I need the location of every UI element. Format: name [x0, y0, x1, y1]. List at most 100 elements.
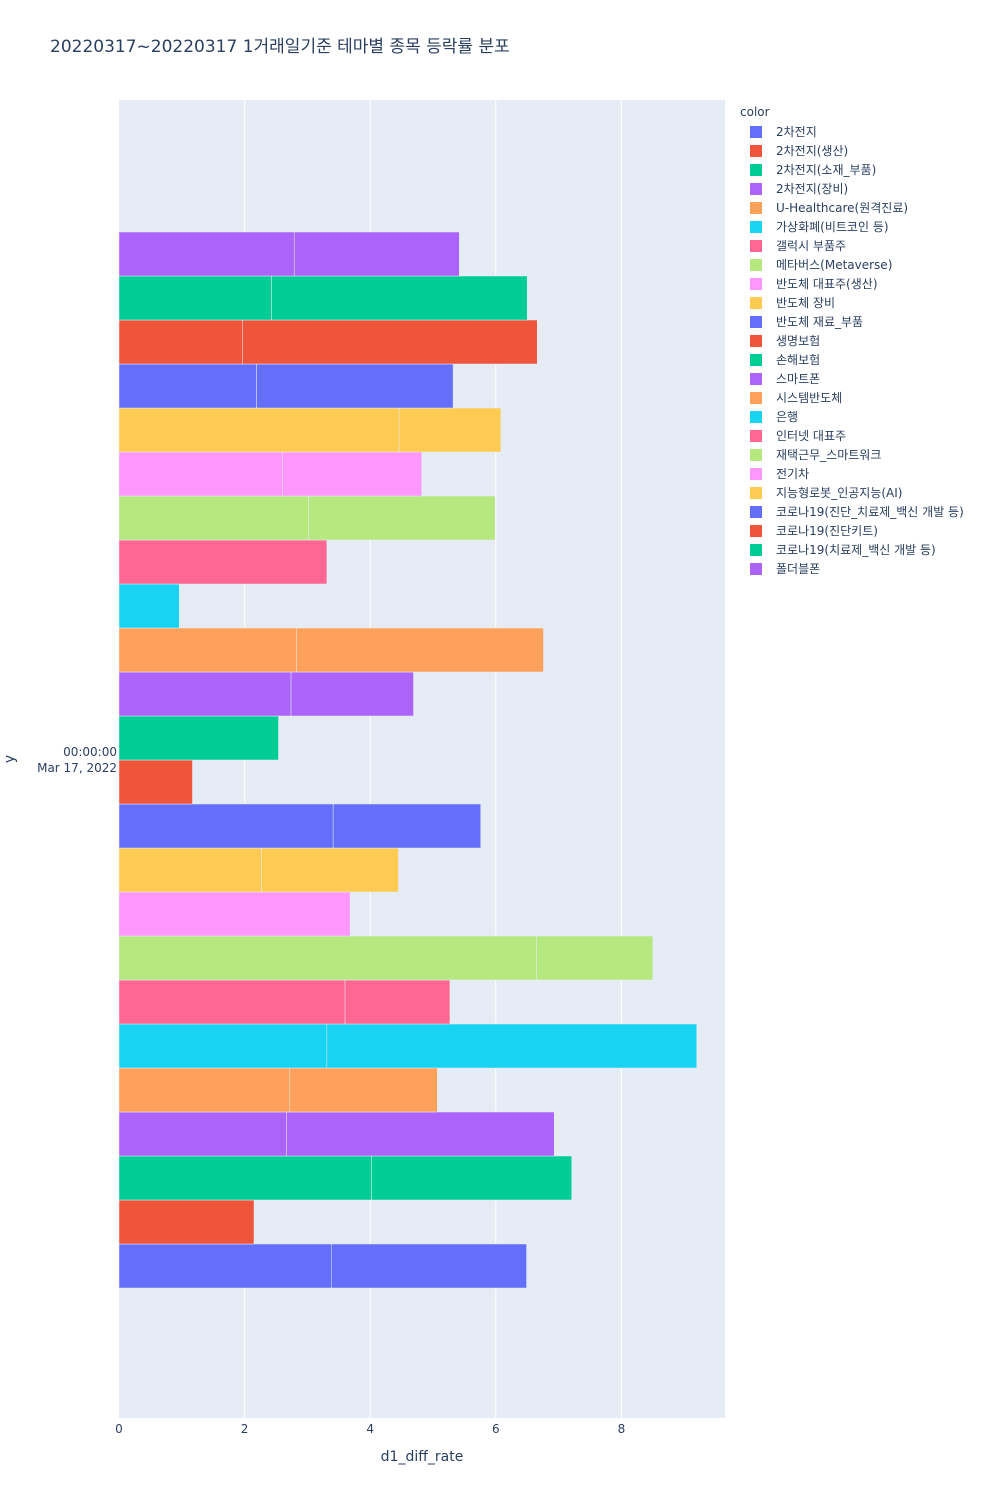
legend-item[interactable]: 인터넷 대표주	[740, 426, 964, 445]
legend-label: 2차전지(소재_부품)	[776, 163, 877, 177]
bar-segment[interactable]	[118, 1067, 291, 1113]
legend-item[interactable]: 생명보험	[740, 331, 964, 350]
bar-segment[interactable]	[332, 803, 481, 849]
legend-item[interactable]: 코로나19(치료제_백신 개발 등)	[740, 540, 964, 559]
bar-segment[interactable]	[289, 1067, 438, 1113]
legend-swatch	[750, 125, 762, 138]
bar-segment[interactable]	[118, 627, 297, 673]
bar-segment[interactable]	[118, 583, 180, 629]
legend: color 2차전지 2차전지(생산) 2차전지(소재_부품) 2차전지(장비) U-H…	[740, 104, 964, 578]
legend-item[interactable]: 2차전지(소재_부품)	[740, 160, 964, 179]
legend-label: 가상화폐(비트코인 등)	[776, 220, 889, 234]
legend-item[interactable]: 전기차	[740, 464, 964, 483]
bar-segment[interactable]	[118, 803, 334, 849]
legend-item[interactable]: 2차전지(장비)	[740, 179, 964, 198]
legend-label: 지능형로봇_인공지능(AI)	[776, 486, 903, 500]
legend-swatch	[750, 144, 762, 157]
legend-label: 시스템반도체	[776, 391, 843, 405]
bar-segment[interactable]	[261, 847, 399, 893]
bar-segment[interactable]	[118, 715, 279, 761]
legend-item[interactable]: 반도체 대표주(생산)	[740, 274, 964, 293]
legend-label: 전기차	[776, 467, 810, 481]
bar-segment[interactable]	[536, 935, 654, 981]
bar-segment[interactable]	[371, 1155, 573, 1201]
legend-swatch	[750, 239, 762, 252]
x-tick-label: 0	[115, 1422, 123, 1436]
y-axis-tick: 00:00:00 Mar 17, 2022	[37, 745, 117, 775]
bar-segment[interactable]	[326, 1023, 697, 1069]
legend-label: 인터넷 대표주	[776, 429, 847, 443]
x-axis-title: d1_diff_rate	[381, 1449, 464, 1465]
legend-item[interactable]: 코로나19(진단_치료제_백신 개발 등)	[740, 502, 964, 521]
legend-item[interactable]: 2차전지(생산)	[740, 141, 964, 160]
legend-title: color	[740, 105, 770, 119]
bar-segment[interactable]	[242, 319, 538, 365]
legend-item[interactable]: 2차전지	[740, 122, 964, 141]
bar-segment[interactable]	[118, 451, 283, 497]
legend-swatch	[750, 505, 762, 518]
legend-item[interactable]: 스마트폰	[740, 369, 964, 388]
bar-segment[interactable]	[118, 231, 295, 277]
bar-segment[interactable]	[118, 759, 193, 805]
legend-label: 코로나19(진단_치료제_백신 개발 등)	[776, 505, 964, 519]
bar-segment[interactable]	[118, 539, 328, 585]
bar-segment[interactable]	[118, 979, 346, 1025]
legend-swatch	[750, 524, 762, 537]
bar-segment[interactable]	[118, 1243, 332, 1289]
bar-segment[interactable]	[118, 1155, 372, 1201]
bar-segment[interactable]	[296, 627, 544, 673]
bar-segment[interactable]	[118, 847, 262, 893]
bar-segment[interactable]	[271, 275, 528, 321]
legend-label: 2차전지(생산)	[776, 144, 849, 158]
bar-segment[interactable]	[118, 891, 351, 937]
legend-item[interactable]: 시스템반도체	[740, 388, 964, 407]
bar-segment[interactable]	[344, 979, 451, 1025]
legend-item[interactable]: 반도체 재료_부품	[740, 312, 964, 331]
x-tick-label: 4	[366, 1422, 374, 1436]
bar-segment[interactable]	[118, 935, 537, 981]
legend-label: 반도체 대표주(생산)	[776, 277, 878, 291]
legend-label: 반도체 재료_부품	[776, 315, 864, 329]
bar-segment[interactable]	[118, 1111, 287, 1157]
legend-label: 스마트폰	[776, 372, 821, 386]
legend-item[interactable]: U-Healthcare(원격진료)	[740, 198, 964, 217]
legend-swatch	[750, 296, 762, 309]
chart-title: 20220317~20220317 1거래일기준 테마별 종목 등락률 분포	[50, 37, 510, 57]
legend-item[interactable]: 손해보험	[740, 350, 964, 369]
legend-label: 메타버스(Metaverse)	[776, 258, 893, 272]
legend-swatch	[750, 182, 762, 195]
bar-segment[interactable]	[331, 1243, 527, 1289]
bar-segment[interactable]	[118, 319, 243, 365]
y-axis-title: y	[2, 755, 18, 763]
bar-segment[interactable]	[118, 671, 292, 717]
legend-item[interactable]: 재택근무_스마트워크	[740, 445, 964, 464]
bar-segment[interactable]	[118, 495, 309, 541]
bar-segment[interactable]	[282, 451, 422, 497]
legend-label: 코로나19(진단키트)	[776, 524, 878, 538]
bar-segment[interactable]	[118, 1199, 255, 1245]
legend-swatch	[750, 448, 762, 461]
bar-segment[interactable]	[308, 495, 496, 541]
legend-swatch	[750, 543, 762, 556]
legend-item[interactable]: 가상화폐(비트코인 등)	[740, 217, 964, 236]
bar-segment[interactable]	[293, 231, 460, 277]
legend-item[interactable]: 반도체 장비	[740, 293, 964, 312]
bar-segment[interactable]	[118, 363, 257, 409]
legend-item[interactable]: 폴더블폰	[740, 559, 964, 578]
legend-item[interactable]: 메타버스(Metaverse)	[740, 255, 964, 274]
legend-swatch	[750, 467, 762, 480]
bar-segment[interactable]	[286, 1111, 555, 1157]
legend-item[interactable]: 은행	[740, 407, 964, 426]
bar-segment[interactable]	[118, 1023, 328, 1069]
legend-item[interactable]: 코로나19(진단키트)	[740, 521, 964, 540]
bar-segment[interactable]	[256, 363, 454, 409]
bar-segment[interactable]	[118, 407, 400, 453]
legend-item[interactable]: 갤럭시 부품주	[740, 236, 964, 255]
legend-swatch	[750, 372, 762, 385]
x-tick-label: 8	[618, 1422, 626, 1436]
legend-item[interactable]: 지능형로봇_인공지능(AI)	[740, 483, 964, 502]
bar-segment[interactable]	[290, 671, 414, 717]
bar-segment[interactable]	[118, 275, 272, 321]
bar-segment[interactable]	[398, 407, 502, 453]
legend-label: 재택근무_스마트워크	[776, 448, 882, 462]
